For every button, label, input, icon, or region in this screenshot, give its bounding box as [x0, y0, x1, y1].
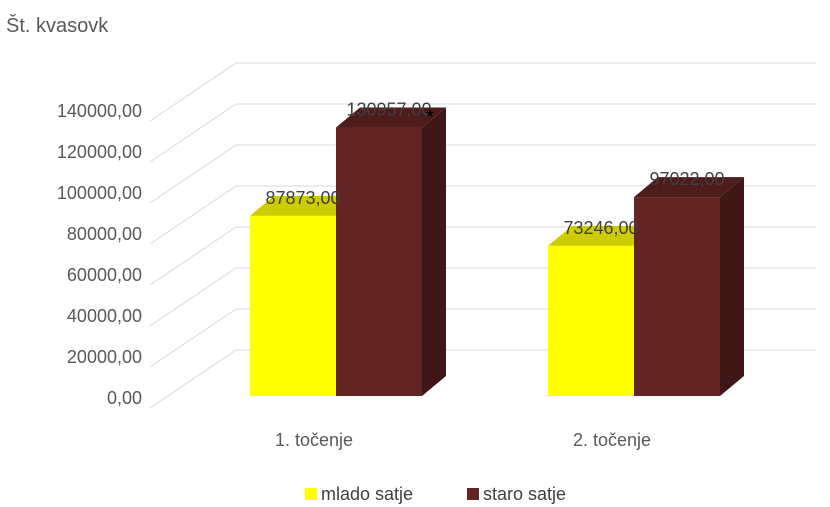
- gridlines: [149, 62, 816, 409]
- legend-item: mlado satje: [305, 484, 413, 504]
- legend-swatch: [305, 488, 317, 500]
- y-tick-label: 140000,00: [57, 101, 142, 121]
- bar-top: [250, 195, 360, 216]
- x-tick-label: 1. točenje: [275, 430, 353, 450]
- bar-top: [336, 107, 446, 128]
- y-axis-ticks: 0,00 20000,00 40000,00 60000,00 80000,00 1000…: [57, 101, 142, 408]
- gridline: [149, 144, 816, 204]
- data-label: 87873,00: [265, 188, 340, 208]
- y-tick-label: 40000,00: [67, 306, 142, 326]
- legend-item: staro satje: [467, 484, 566, 504]
- bar-top: [548, 225, 658, 246]
- legend: mlado satje staro satje: [305, 484, 566, 504]
- bar-front: [548, 245, 634, 396]
- x-axis-ticks: 1. točenje 2. točenje: [275, 430, 651, 450]
- bar-side: [422, 107, 446, 396]
- y-tick-label: 20000,00: [67, 347, 142, 367]
- bars: [250, 107, 744, 396]
- bar-front: [250, 215, 336, 396]
- bar-front: [634, 197, 720, 396]
- data-label: 97022,00: [649, 169, 724, 189]
- bar: [336, 107, 446, 396]
- bar-front: [336, 127, 422, 396]
- gridline: [149, 103, 816, 163]
- x-tick-label: 2. točenje: [573, 430, 651, 450]
- y-tick-label: 0,00: [107, 388, 142, 408]
- legend-label: staro satje: [483, 484, 566, 504]
- y-tick-label: 100000,00: [57, 183, 142, 203]
- y-tick-label: 60000,00: [67, 265, 142, 285]
- gridline: [149, 185, 816, 245]
- annotation-mark: *: [426, 107, 434, 129]
- bar-top: [634, 177, 744, 198]
- y-axis-title: Št. kvasovk: [6, 14, 109, 37]
- y-tick-label: 120000,00: [57, 142, 142, 162]
- bar-side: [720, 177, 744, 396]
- data-label: 73246,00: [563, 218, 638, 238]
- y-tick-label: 80000,00: [67, 224, 142, 244]
- legend-label: mlado satje: [321, 484, 413, 504]
- bar: [634, 177, 744, 396]
- gridline: [149, 62, 816, 122]
- data-label: 130957,00: [346, 100, 431, 120]
- legend-swatch: [467, 488, 479, 500]
- data-labels: 87873,00 130957,00 73246,00 97022,00 *: [265, 100, 724, 238]
